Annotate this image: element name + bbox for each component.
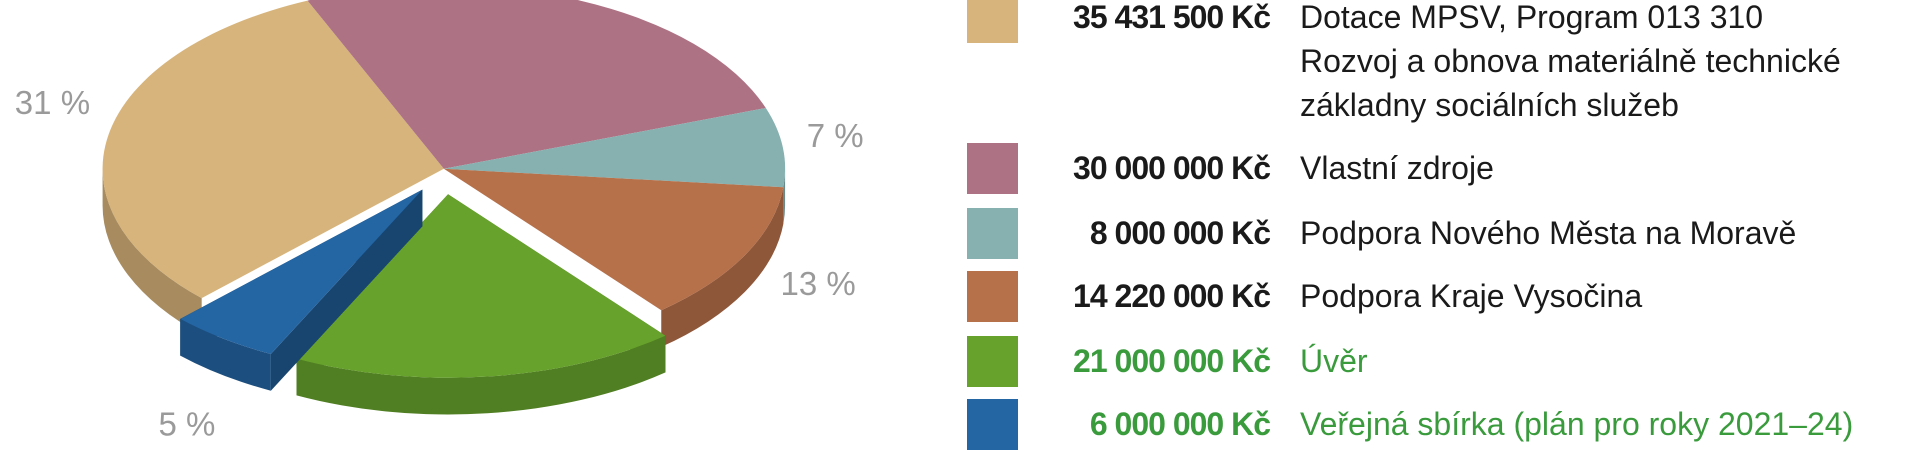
legend-name: Podpora Nového Města na Moravě <box>1300 215 1797 251</box>
slice-side <box>661 187 784 347</box>
percent-label: 5 % <box>159 406 216 443</box>
slice <box>443 108 786 188</box>
percent-label: 31 % <box>15 84 90 121</box>
slice-side <box>296 335 666 415</box>
legend-amount: 30 000 000 Kč <box>1073 150 1271 186</box>
legend-name: Dotace MPSV, Program 013 310 Rozvoj a ob… <box>1300 0 1841 123</box>
legend-amount: 14 220 000 Kč <box>1073 278 1271 314</box>
legend-name: Veřejná sbírka (plán pro roky 2021–24) <box>1300 406 1854 442</box>
percent-label: 7 % <box>807 117 864 154</box>
slice <box>296 194 666 378</box>
legend-swatch <box>967 271 1018 322</box>
legend-swatch <box>967 0 1018 43</box>
legend-amount: 35 431 500 Kč <box>1073 0 1271 35</box>
legend-swatch <box>967 208 1018 259</box>
slice-side <box>180 318 271 391</box>
legend-name: Úvěr <box>1300 343 1368 379</box>
legend-swatch <box>967 143 1018 194</box>
slice <box>443 168 784 311</box>
legend-amount: 8 000 000 Kč <box>1089 215 1271 251</box>
percent-label: 13 % <box>780 265 855 302</box>
slice <box>180 189 423 355</box>
legend-name: Podpora Kraje Vysočina <box>1300 278 1643 314</box>
slice <box>307 0 766 169</box>
legend-swatch <box>967 399 1018 450</box>
legend-amount: 6 000 000 Kč <box>1089 406 1271 442</box>
slice <box>102 0 444 299</box>
slice-side <box>783 168 786 224</box>
legend-name: Vlastní zdroje <box>1300 150 1494 186</box>
legend-amount: 21 000 000 Kč <box>1073 343 1271 379</box>
legend-swatch <box>967 336 1018 387</box>
slice-side <box>102 168 202 335</box>
